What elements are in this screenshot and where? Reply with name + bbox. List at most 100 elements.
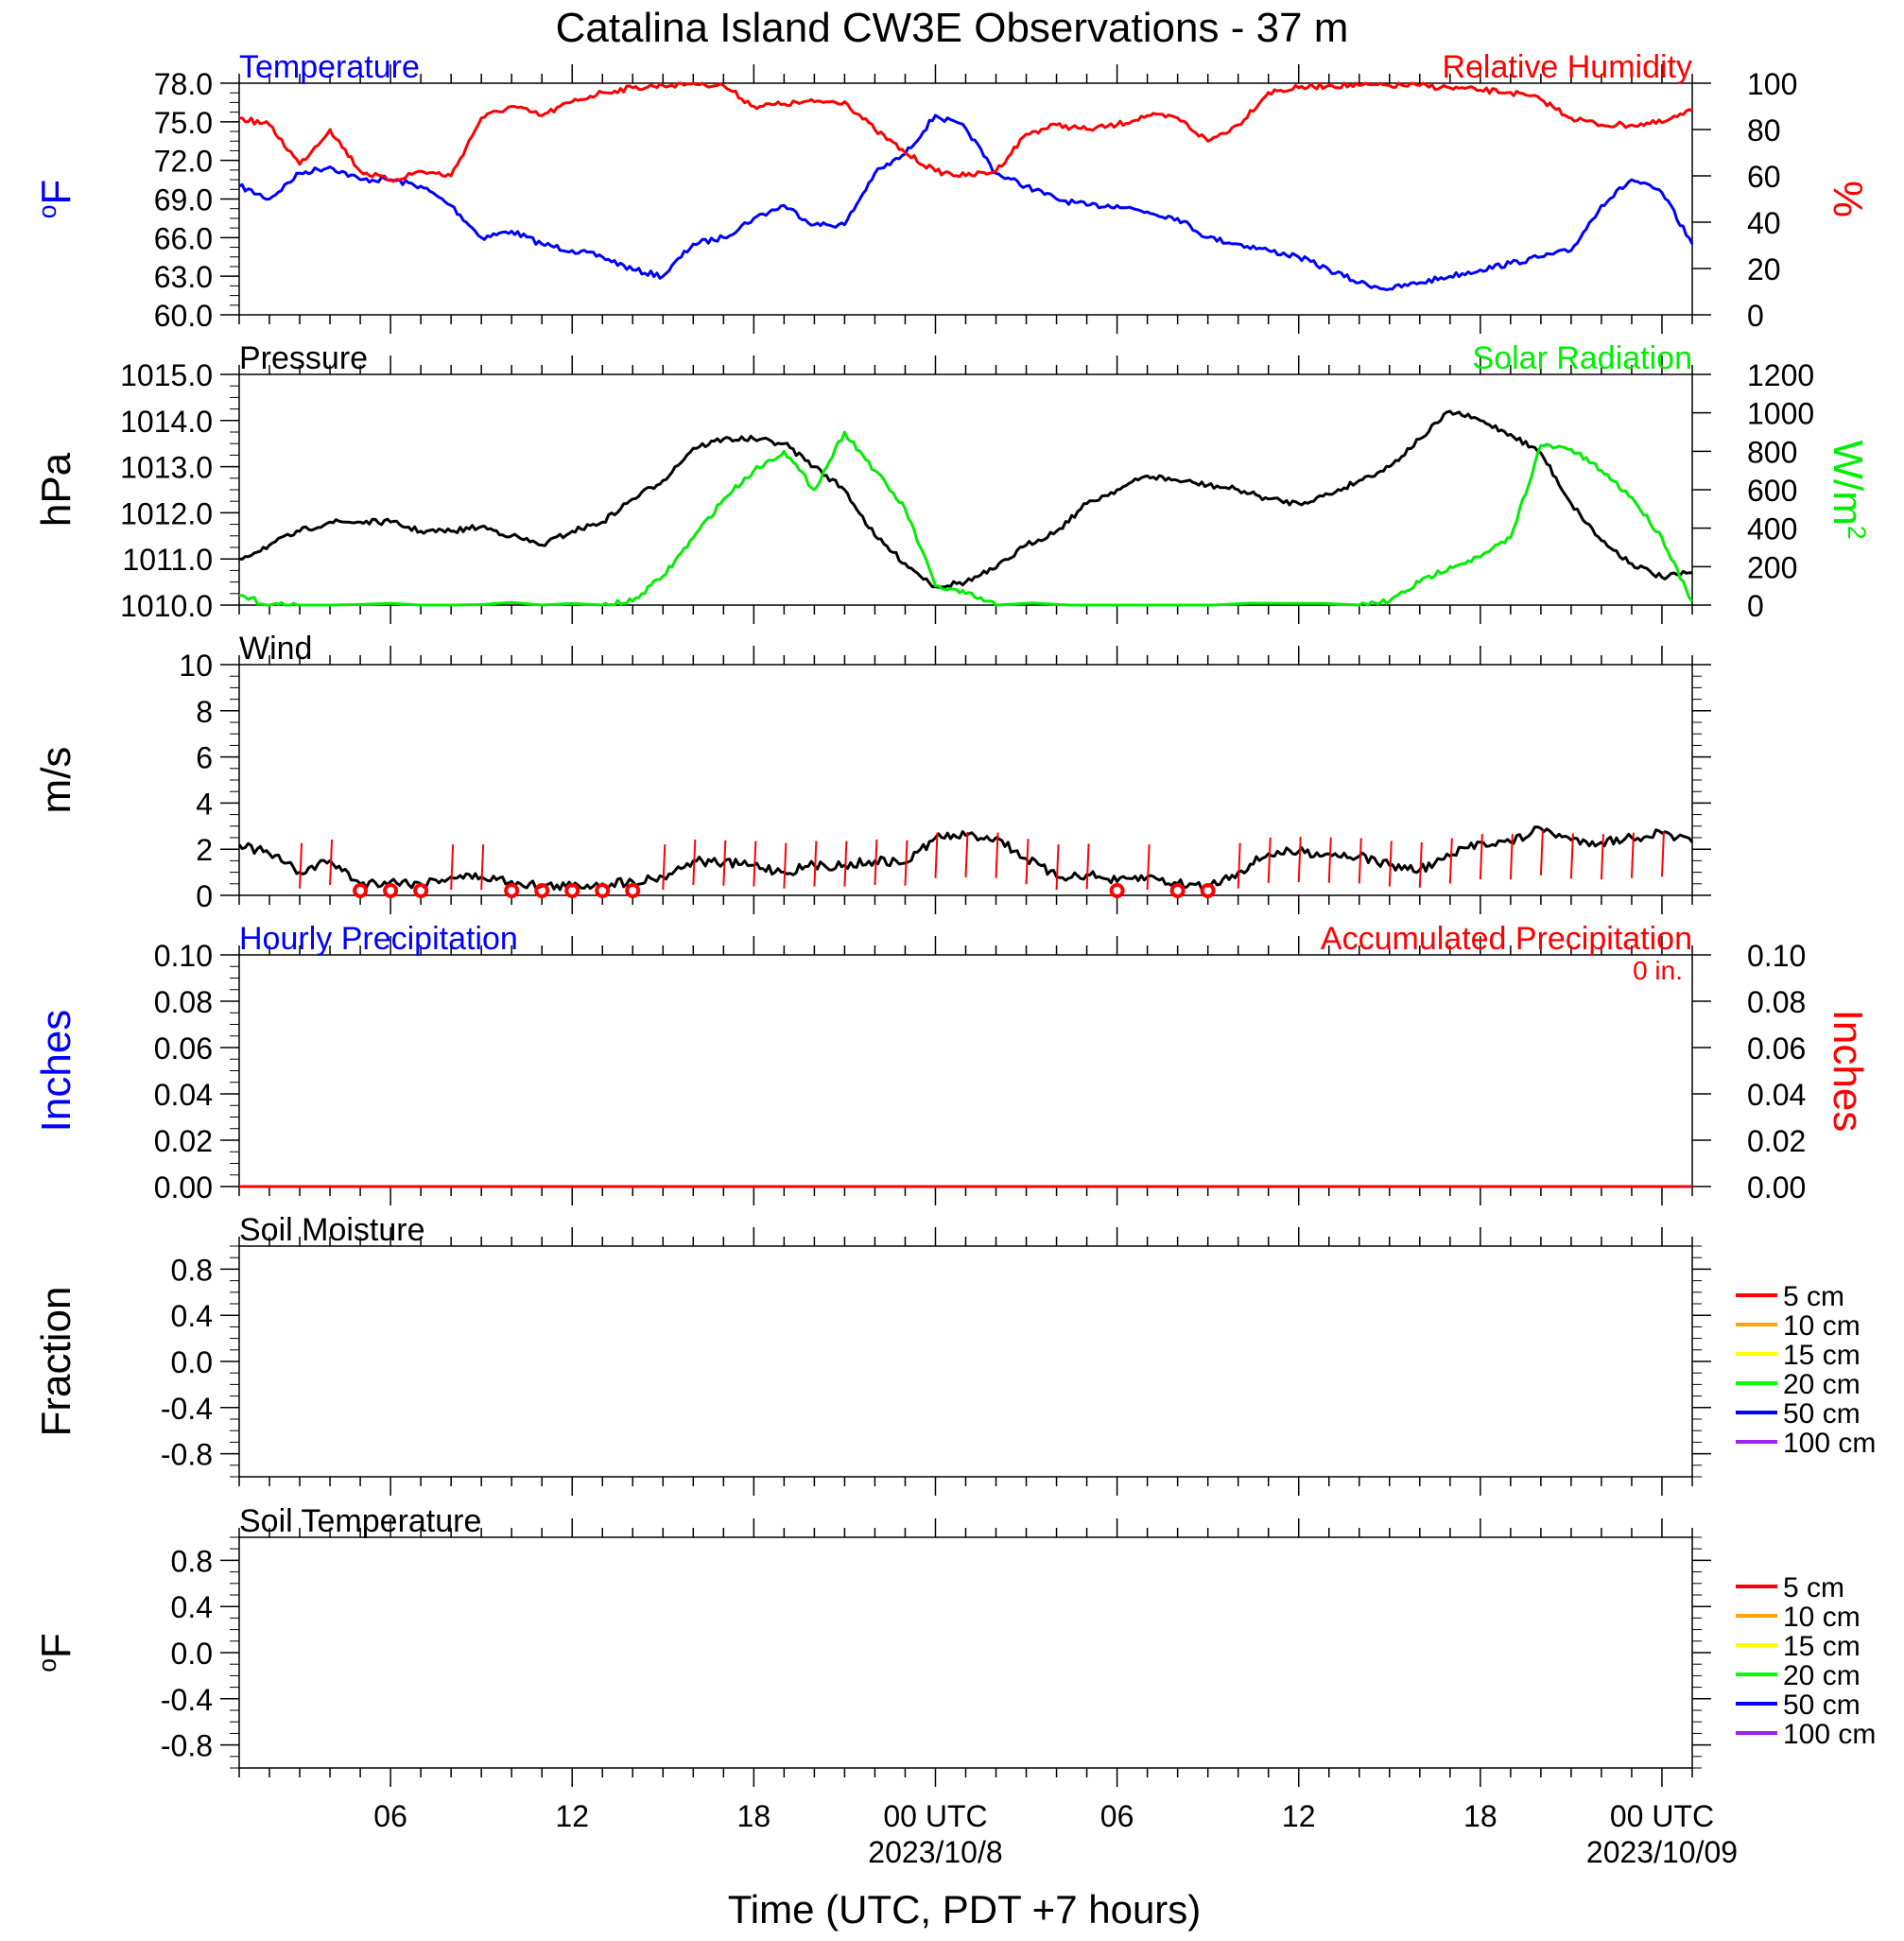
wind-barb: [1660, 831, 1665, 877]
legend-label: 10 cm: [1783, 1602, 1861, 1633]
y-tick-label-right: 400: [1747, 512, 1797, 546]
plot-frame: [238, 82, 1693, 316]
y-axis-label-left: m/s: [33, 747, 79, 814]
y-tick-label: -0.4: [161, 1392, 213, 1426]
x-date-label: 2023/10/09: [1586, 1835, 1738, 1869]
plot-frame: [238, 954, 1693, 1187]
calm-marker: [1200, 883, 1216, 898]
panel-title-left: Soil Temperature: [239, 1503, 481, 1539]
calm-marker: [413, 883, 429, 898]
wind-barb: [874, 839, 878, 886]
y-tick-label-right: 0: [1747, 299, 1764, 333]
wind-barb: [1479, 834, 1483, 880]
y-tick-label: 0.4: [171, 1299, 213, 1333]
panel-title-left: Soil Moisture: [239, 1212, 425, 1248]
x-tick-label: 18: [737, 1799, 771, 1833]
precip-total-label: 0 in.: [1633, 956, 1683, 985]
y-tick-label: 0.06: [154, 1031, 213, 1066]
legend-label: 15 cm: [1783, 1631, 1861, 1662]
wind-barb: [1630, 832, 1635, 878]
y-axis-label-left: Fraction: [33, 1287, 79, 1437]
y-tick-label-right: 0: [1747, 589, 1764, 623]
y-tick-label: 0.8: [171, 1544, 213, 1578]
y-tick-label: 6: [196, 741, 213, 775]
y-tick-label-right: 800: [1747, 435, 1797, 469]
panel-title-right: Accumulated Precipitation: [1321, 921, 1692, 957]
y-tick-label-right: 1200: [1747, 358, 1814, 392]
legend-label: 5 cm: [1783, 1281, 1844, 1312]
y-tick-label-right: 600: [1747, 474, 1797, 508]
y-tick-label: 8: [196, 695, 213, 729]
y-tick-label: 0.0: [171, 1637, 213, 1671]
series-relative-humidity: [238, 81, 1693, 183]
wind-barb: [722, 840, 727, 886]
x-tick-label: 00 UTC: [883, 1799, 987, 1833]
legend-label: 10 cm: [1783, 1310, 1861, 1342]
y-tick-label: 78.0: [154, 67, 213, 101]
panel-5: -0.8 -0.4 0.0 0.4 0.8 Soil Moisture Fraction 5 …: [33, 1212, 1876, 1496]
wind-barb: [1055, 844, 1060, 891]
y-tick-label-right: 0.06: [1747, 1031, 1806, 1066]
y-tick-label: -0.8: [161, 1729, 213, 1763]
y-tick-label-right: 200: [1747, 550, 1797, 584]
y-tick-label-right: 60: [1747, 160, 1781, 194]
panel-2: 1010.0 1011.0 1012.0 1013.0 1014.0 1015.0 0 200…: [33, 340, 1871, 624]
wind-barb: [843, 841, 848, 887]
y-tick-label: 1014.0: [120, 405, 213, 439]
y-tick-label-right: 40: [1747, 206, 1781, 240]
legend-label: 20 cm: [1783, 1369, 1861, 1400]
wind-barb: [904, 840, 909, 886]
y-axis-label-left: oF: [33, 180, 79, 219]
legend-label: 100 cm: [1783, 1719, 1876, 1750]
wind-barb: [1600, 834, 1604, 880]
y-axis-label-left: Inches: [33, 1010, 79, 1133]
panel-4: 0.00 0.02 0.04 0.06 0.08 0.10 0.00 0.02 0.04 0.06…: [33, 921, 1871, 1205]
wind-barb: [753, 841, 757, 887]
y-tick-label: 2: [196, 833, 213, 867]
y-tick-label: 63.0: [154, 260, 213, 294]
y-tick-label: -0.8: [161, 1438, 213, 1472]
legend-label: 15 cm: [1783, 1340, 1861, 1371]
y-tick-label: 75.0: [154, 106, 213, 140]
y-tick-label: 0.08: [154, 985, 213, 1019]
calm-marker: [504, 883, 520, 898]
y-tick-label: 0.02: [154, 1124, 213, 1158]
wind-barb: [662, 844, 666, 891]
y-tick-label-right: 0.04: [1747, 1078, 1806, 1112]
series-temperature: [238, 113, 1694, 291]
plot-frame: [238, 1536, 1693, 1769]
wind-barb: [964, 831, 969, 878]
calm-marker: [1109, 883, 1125, 898]
y-tick-label: 1010.0: [120, 589, 213, 623]
y-axis-label-left: hPa: [33, 452, 79, 527]
legend-label: 50 cm: [1783, 1398, 1861, 1430]
y-axis-label-right: Inches: [1825, 1010, 1871, 1133]
x-date-label: 2023/10/8: [868, 1835, 1002, 1869]
y-tick-label-right: 0.08: [1747, 985, 1806, 1019]
y-tick-label: 1012.0: [120, 496, 213, 530]
calm-marker: [1169, 883, 1186, 898]
wind-barb: [480, 844, 485, 891]
wind-barb: [1388, 841, 1393, 887]
y-tick-label: 66.0: [154, 221, 213, 255]
x-axis-label: Time (UTC, PDT +7 hours): [728, 1887, 1202, 1932]
y-tick-label-right: 0.02: [1747, 1124, 1806, 1158]
wind-barb: [1267, 837, 1272, 883]
wind-barb: [1025, 839, 1030, 885]
wind-barb: [1146, 844, 1151, 891]
panels: 60.063.066.069.072.075.078.0020406080100…: [33, 49, 1876, 1869]
y-tick-label: 0.8: [171, 1253, 213, 1287]
wind-barb: [1448, 838, 1453, 884]
x-tick-label: 06: [373, 1799, 407, 1833]
wind-barb: [995, 832, 999, 878]
x-tick-label: 00 UTC: [1610, 1799, 1714, 1833]
wind-barb: [1085, 843, 1090, 890]
calm-marker: [595, 883, 611, 898]
panel-3: 0 2 4 6 8 10 Wind m/s: [33, 631, 1711, 914]
y-tick-label: 1011.0: [123, 543, 214, 577]
calm-marker: [625, 883, 641, 898]
plot-frame: [238, 373, 1693, 606]
y-tick-label: 60.0: [154, 299, 213, 333]
